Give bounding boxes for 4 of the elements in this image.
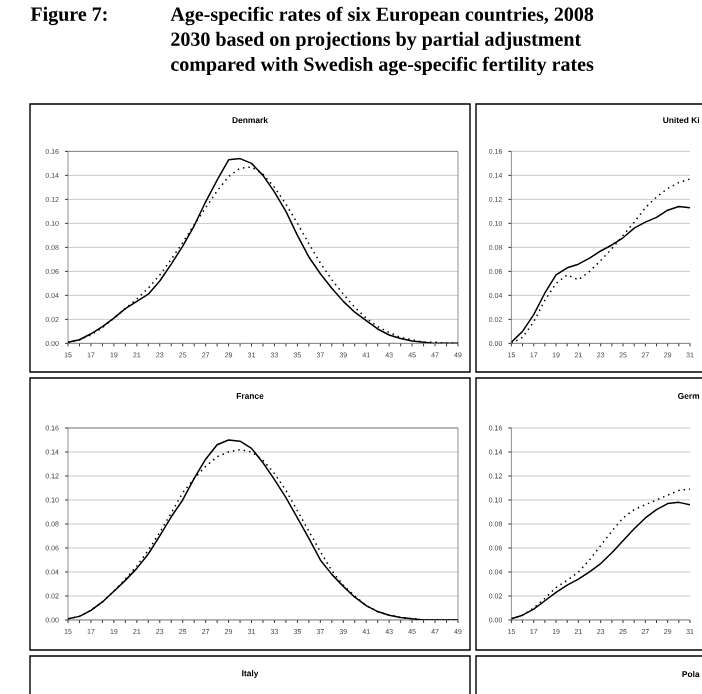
text: 2030 based on projections by partial adjustment [171, 31, 582, 51]
caption: Figure 7: [30, 6, 107, 26]
text: Age-specific rates of six European countries, 2008 [170, 6, 594, 26]
text: compared with Swedish age-specific fertility rates [171, 56, 594, 76]
